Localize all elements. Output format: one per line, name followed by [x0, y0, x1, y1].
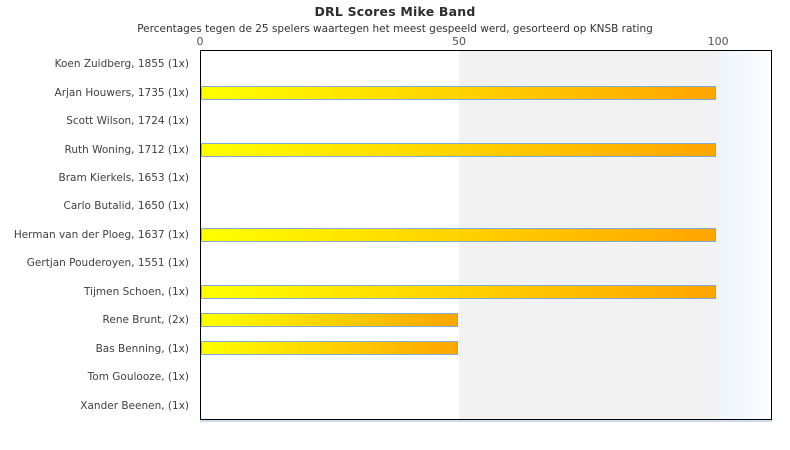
bar-row: [201, 249, 771, 277]
bar-row: [201, 136, 771, 164]
category-label: Arjan Houwers, 1735 (1x): [54, 86, 189, 99]
y-axis-labels: Koen Zuidberg, 1855 (1x) Arjan Houwers, 1…: [0, 50, 200, 420]
bar-row: [201, 362, 771, 390]
bar-row: [201, 192, 771, 220]
category-label: Scott Wilson, 1724 (1x): [66, 115, 189, 128]
bar-row: [201, 334, 771, 362]
chart-title: DRL Scores Mike Band: [314, 4, 476, 19]
y-label-row: Rene Brunt, (2x): [0, 306, 200, 334]
bar: [201, 86, 717, 101]
category-label: Koen Zuidberg, 1855 (1x): [54, 58, 189, 71]
bar-row: [201, 221, 771, 249]
bar-row: [201, 51, 771, 79]
y-label-row: Arjan Houwers, 1735 (1x): [0, 78, 200, 106]
category-label: Tijmen Schoen, (1x): [84, 285, 189, 298]
y-label-row: Gertjan Pouderoyen, 1551 (1x): [0, 249, 200, 277]
bar: [201, 143, 717, 158]
category-label: Gertjan Pouderoyen, 1551 (1x): [26, 257, 189, 270]
bar: [201, 312, 459, 327]
chart-subtitle: Percentages tegen de 25 spelers waartege…: [137, 23, 653, 35]
bar-rows-container: [201, 51, 771, 419]
bar-row: [201, 277, 771, 305]
bar-row: [201, 79, 771, 107]
y-label-row: Xander Beenen, (1x): [0, 391, 200, 419]
x-axis-ticks: 0 50 100: [196, 35, 772, 49]
category-label: Bram Kierkels, 1653 (1x): [58, 172, 189, 185]
y-label-row: Bram Kierkels, 1653 (1x): [0, 164, 200, 192]
bar-row: [201, 391, 771, 419]
y-label-row: Scott Wilson, 1724 (1x): [0, 107, 200, 135]
category-label: Ruth Woning, 1712 (1x): [64, 143, 190, 156]
bar-row: [201, 164, 771, 192]
category-label: Tom Goulooze, (1x): [87, 371, 189, 384]
x-tick-label: 0: [196, 35, 204, 48]
y-label-row: Herman van der Ploeg, 1637 (1x): [0, 221, 200, 249]
category-label: Bas Benning, (1x): [95, 342, 189, 355]
y-label-row: Koen Zuidberg, 1855 (1x): [0, 50, 200, 78]
background-region-beyond-100: [717, 51, 771, 419]
category-label: Xander Beenen, (1x): [80, 399, 189, 412]
y-label-row: Bas Benning, (1x): [0, 335, 200, 363]
y-label-row: Ruth Woning, 1712 (1x): [0, 135, 200, 163]
category-label: Carlo Butalid, 1650 (1x): [63, 200, 190, 213]
bar: [201, 341, 459, 356]
y-label-row: Carlo Butalid, 1650 (1x): [0, 192, 200, 220]
x-tick-label: 100: [707, 35, 729, 48]
bar: [201, 284, 717, 299]
bar-row: [201, 108, 771, 136]
bar-row: [201, 306, 771, 334]
x-tick-label: 50: [452, 35, 467, 48]
bar: [201, 227, 717, 242]
category-label: Rene Brunt, (2x): [102, 314, 189, 327]
plot-area: [200, 50, 772, 420]
category-label: Herman van der Ploeg, 1637 (1x): [13, 228, 189, 241]
y-label-row: Tom Goulooze, (1x): [0, 363, 200, 391]
y-label-row: Tijmen Schoen, (1x): [0, 278, 200, 306]
